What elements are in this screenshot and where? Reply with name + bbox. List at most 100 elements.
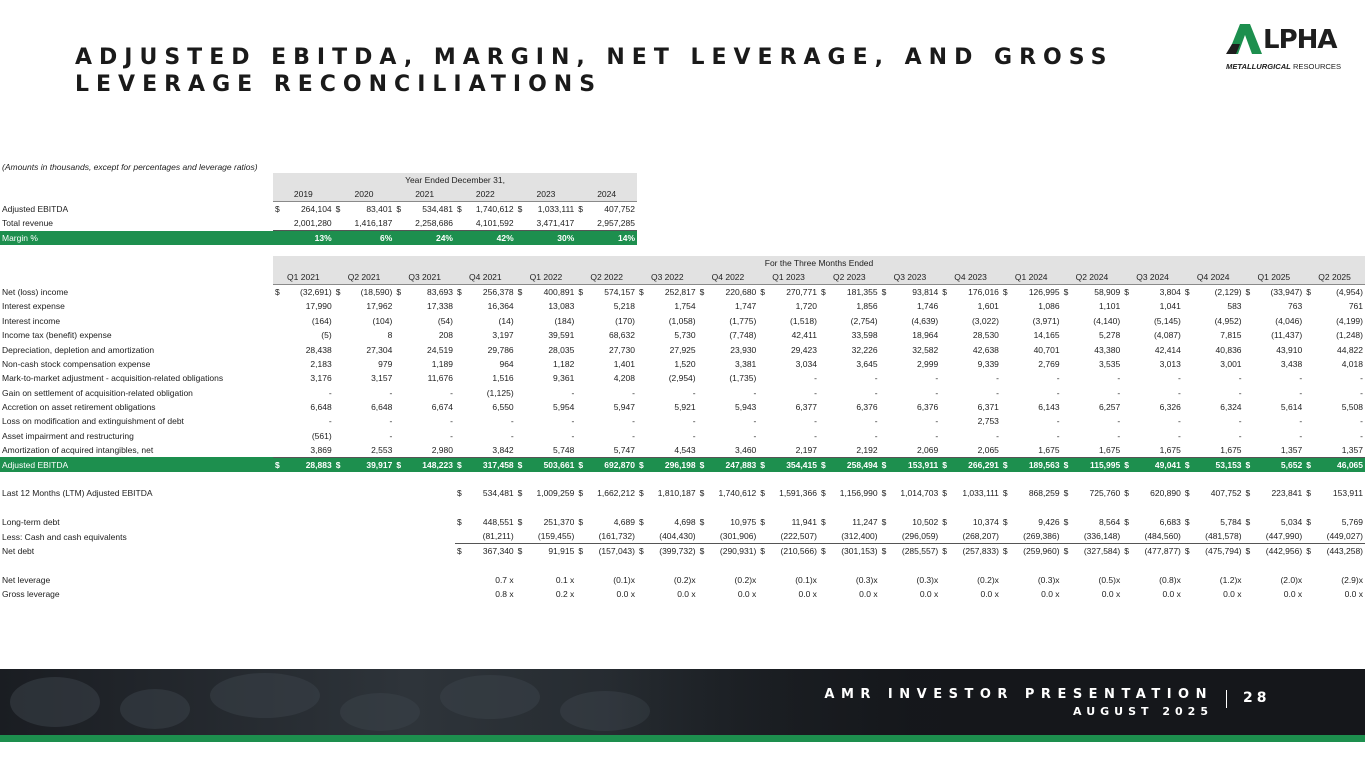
value-cell: 763: [1244, 299, 1305, 313]
table-row: Gain on settlement of acquisition-relate…: [0, 386, 1365, 400]
cell-value: 7,815: [1220, 330, 1242, 341]
value-cell: -: [1122, 429, 1183, 443]
value-cell: 0.0 x: [1062, 587, 1123, 601]
cell-value: (312,400): [841, 531, 878, 542]
quarter-header: Q1 2021: [273, 270, 334, 286]
value-cell: 2,197: [758, 443, 819, 457]
quarter-header: Q2 2022: [576, 270, 637, 286]
value-cell: 6,377: [758, 400, 819, 414]
empty-cell: [334, 529, 395, 543]
value-cell: 3,013: [1122, 357, 1183, 371]
cell-value: 9,361: [553, 373, 575, 384]
value-cell: 14,165: [1001, 328, 1062, 342]
value-cell: $534,481: [394, 202, 455, 216]
value-cell: -: [1244, 414, 1305, 428]
value-cell: 5,947: [576, 400, 637, 414]
value-cell: -: [698, 429, 759, 443]
currency-symbol: $: [942, 517, 947, 528]
cell-value: (4,046): [1275, 315, 1303, 326]
cell-value: 42,414: [1154, 344, 1181, 355]
cell-value: 1,086: [1038, 301, 1060, 312]
cell-value: 2,769: [1038, 358, 1060, 369]
value-cell: 0.8 x: [455, 587, 516, 601]
cell-value: 400,891: [543, 287, 575, 298]
value-cell: 0.0 x: [940, 587, 1001, 601]
page-number: 28: [1243, 690, 1271, 706]
currency-symbol: $: [1002, 459, 1008, 470]
cell-value: 317,458: [482, 459, 514, 470]
value-cell: -: [1244, 371, 1305, 385]
table-row: Total revenue 2,001,280 1,416,187 2,258,686…: [0, 216, 637, 230]
value-cell: (561): [273, 429, 334, 443]
cell-value: 5,652: [1280, 459, 1303, 470]
table-row: Adjusted EBITDA $264,104 $83,401 $534,481 $1…: [0, 202, 637, 216]
cell-value: 3,460: [735, 445, 757, 456]
value-cell: 0.0 x: [1304, 587, 1365, 601]
cell-value: 256,378: [482, 287, 514, 298]
value-cell: 1,675: [1062, 443, 1123, 457]
cell-value: -: [1238, 387, 1242, 398]
value-cell: $1,009,259: [516, 486, 577, 500]
value-cell: 1,182: [516, 357, 577, 371]
currency-symbol: $: [881, 488, 887, 499]
value-cell: $1,014,703: [880, 486, 941, 500]
spacer-cell: [0, 558, 1365, 572]
quarter-header: Q2 2023: [818, 270, 880, 286]
cell-value: 11,247: [852, 517, 878, 528]
value-cell: -: [455, 414, 516, 428]
value-cell: -: [1062, 429, 1123, 443]
value-cell: (2.9)x: [1304, 573, 1365, 587]
value-cell: -: [637, 386, 698, 400]
cell-value: 407,752: [1210, 488, 1242, 499]
cell-value: 5,943: [735, 402, 757, 413]
empty-cell: [0, 173, 273, 187]
value-cell: -: [334, 429, 395, 443]
value-cell: (1,125): [455, 386, 516, 400]
cell-value: 0.0 x: [737, 589, 757, 600]
row-label: Accretion on asset retirement obligation…: [2, 402, 156, 413]
cell-value: 1,009,259: [536, 488, 575, 499]
cell-value: (0.3)x: [916, 574, 939, 585]
value-cell: (1,248): [1304, 328, 1365, 342]
value-cell: -: [880, 414, 941, 428]
currency-symbol: $: [760, 488, 766, 499]
cell-value: 4,018: [1341, 358, 1363, 369]
value-cell: $448,551: [455, 515, 516, 529]
value-cell: 1,101: [1062, 299, 1123, 313]
value-cell: (0.5)x: [1062, 573, 1123, 587]
cell-value: 1,516: [492, 373, 514, 384]
currency-symbol: $: [517, 287, 523, 298]
quarter-header: Q1 2024: [1000, 270, 1062, 286]
cell-value: 6,377: [795, 402, 817, 413]
cell-value: 29,786: [487, 344, 514, 355]
cell-value: 29,423: [790, 344, 817, 355]
currency-symbol: $: [760, 287, 766, 298]
value-cell: $126,995: [1001, 285, 1062, 299]
year-header: 2019: [273, 187, 334, 203]
row-label: Long-term debt: [2, 517, 60, 528]
cell-value: 3,001: [1220, 358, 1242, 369]
cell-value: 1,601: [977, 301, 999, 312]
table-row: Non-cash stock compensation expense 2,183…: [0, 357, 1365, 371]
currency-symbol: $: [457, 459, 462, 470]
row-label: Net leverage: [2, 574, 51, 585]
cell-value: 16,364: [487, 301, 514, 312]
cell-value: -: [1299, 416, 1303, 427]
cell-value: -: [753, 387, 757, 398]
quarter-header: Q3 2024: [1122, 270, 1183, 286]
value-cell: 3,034: [758, 357, 819, 371]
quarter-header: Q4 2023: [940, 270, 1001, 286]
cell-value: -: [935, 387, 939, 398]
value-cell: $4,698: [637, 515, 698, 529]
value-cell: (1,058): [637, 314, 698, 328]
cell-value: -: [814, 416, 817, 427]
currency-symbol: $: [760, 517, 766, 528]
cell-value: 2,753: [977, 416, 999, 427]
value-cell: (164): [273, 314, 334, 328]
value-cell: 32,226: [819, 342, 880, 356]
value-cell: $ (157,043): [576, 543, 637, 559]
value-cell: 0.0 x: [576, 587, 637, 601]
value-cell: (0.2)x: [637, 573, 698, 587]
row-label: Asset impairment and restructuring: [2, 430, 134, 441]
cell-value: 1,416,187: [354, 218, 393, 229]
